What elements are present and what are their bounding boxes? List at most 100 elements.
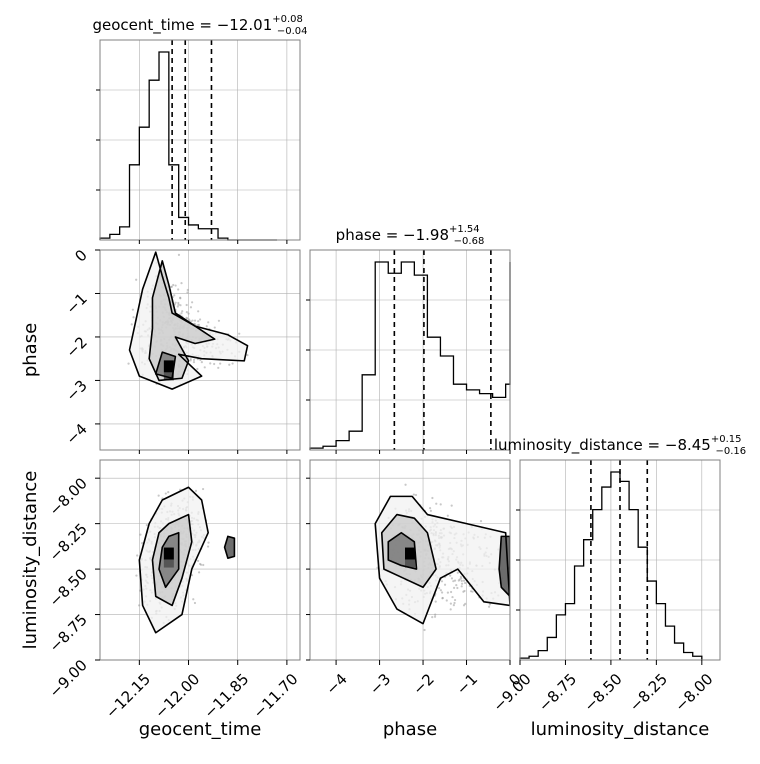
sample-point [439,503,442,506]
sample-point [445,599,448,602]
sample-point [139,533,142,536]
sample-point [487,605,491,608]
title-prefix: geocent_time = −12.01 [92,16,272,35]
y-tick-label-phase: −2 [62,333,90,361]
sample-point [181,310,184,313]
panel-frame-2d [99,459,301,661]
sample-point [433,615,437,618]
sample-point [443,583,447,586]
contour-inner [387,531,418,570]
x-tick-label-luminosity_distance: −8.75 [535,670,580,715]
sample-point [203,366,206,369]
sample-point [435,502,438,505]
x-tick-label-phase: −4 [322,670,350,698]
title-upper-error: +0.15 [711,434,742,445]
sample-point [428,507,432,510]
sample-point [434,600,437,603]
sample-point [197,320,200,323]
x-tick-label-luminosity_distance: −8.00 [671,670,716,715]
sample-point [446,514,449,517]
sample-point [431,616,434,619]
sample-point [132,316,135,319]
panel-frame-2d [309,459,511,661]
sample-point [453,579,457,582]
sample-point [185,303,188,307]
sample-point [192,361,196,364]
sample-point [460,585,463,588]
contour-outer [374,495,510,625]
sample-point [187,312,190,315]
sample-point [452,580,455,583]
sample-point [176,305,179,308]
sample-point [196,559,200,562]
sample-point [209,362,212,365]
sample-point [179,297,182,300]
sample-point [202,563,205,567]
sample-point [228,363,231,366]
title-lower-error: −0.04 [277,26,308,37]
sample-point [170,244,172,246]
sample-point [246,354,249,357]
sample-point [404,483,407,486]
title-prefix: phase = −1.98 [336,226,449,244]
sample-point [462,579,466,582]
sample-point [456,571,459,574]
sample-point [135,574,138,577]
sample-point [191,301,194,304]
density-peak [405,547,415,560]
x-tick-label-geocent_time: −11.70 [250,670,302,722]
x-tick-label-phase: −1 [453,670,481,698]
sample-point [453,601,456,605]
sample-point [429,509,432,512]
sample-point [173,294,176,297]
sample-point [479,520,483,523]
sample-point [440,591,444,594]
title-upper-error: +0.08 [272,14,303,25]
sample-point [238,332,241,335]
sample-point [206,545,210,548]
sample-point [193,319,197,322]
sample-point [200,360,203,364]
x-tick-label-geocent_time: −12.15 [102,670,154,722]
sample-point [189,359,192,362]
sample-point [449,602,452,605]
title-lower-error: −0.16 [716,446,747,457]
y-tick-label-luminosity_distance: −8.00 [46,474,91,519]
x-tick-label-luminosity_distance: −8.50 [580,670,625,715]
sample-point [177,301,180,305]
sample-point [456,586,459,590]
sample-point [170,285,174,288]
title-lower-error: −0.68 [454,236,485,247]
sample-point [440,580,444,583]
sample-point [450,577,454,580]
sample-point [191,319,194,322]
sample-point [464,602,467,605]
histogram-phase [309,261,511,450]
sample-point [488,603,492,606]
contour-middle [148,260,216,382]
sample-point [438,587,441,590]
sample-point [431,496,434,500]
histogram-luminosity_distance [519,471,703,660]
sample-point [192,598,195,601]
sample-point [172,283,175,287]
sample-point [446,591,450,594]
density-fill-middle [149,260,215,381]
x-tick-label-phase: −2 [409,670,437,698]
sample-point [185,311,188,314]
sample-point [177,288,180,291]
y-axis-label-phase: phase [20,323,41,377]
sample-point [460,577,463,580]
sample-point [167,490,170,494]
x-tick-label-phase: −3 [366,670,394,698]
sample-point [441,596,444,600]
sample-point [157,494,160,497]
sample-point [205,325,208,328]
sample-point [455,584,458,587]
sample-point [199,358,202,362]
sample-point [219,362,222,365]
sample-point [189,306,193,309]
y-tick-label-phase: −1 [62,290,90,318]
